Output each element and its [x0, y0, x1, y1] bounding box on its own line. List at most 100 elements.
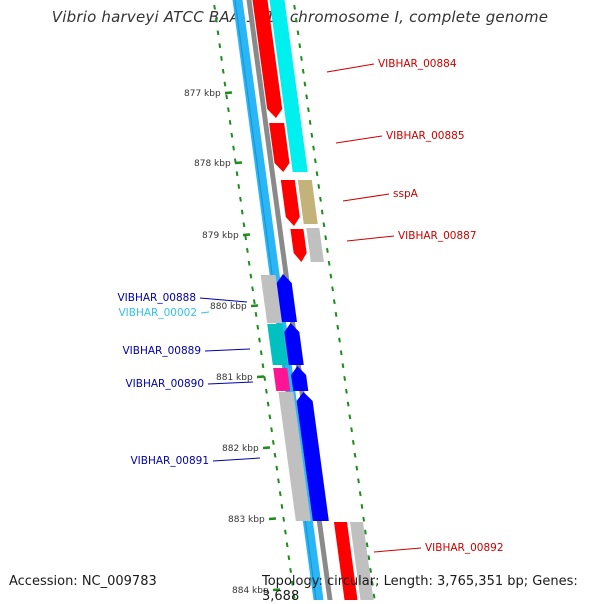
gene-label: VIBHAR_00889 [122, 345, 201, 357]
gene-label-leader [373, 547, 422, 553]
gene-cyan-block [269, 0, 308, 172]
kbp-tick-label: 880 kbp [210, 302, 247, 312]
gene-label-leader [199, 297, 248, 303]
gene-gray-block [306, 228, 324, 262]
outer-tick-ring [334, 312, 338, 317]
outer-tick-ring [341, 363, 345, 369]
outer-tick-ring [331, 286, 334, 292]
outer-tick-ring [294, 17, 298, 23]
inner-tick-ring [265, 388, 268, 394]
inner-tick-ring [290, 580, 294, 586]
inner-tick-ring [258, 337, 261, 343]
outer-tick-ring [351, 440, 355, 445]
inner-tick-ring [278, 491, 282, 497]
outer-tick-ring [365, 542, 369, 548]
outer-tick-ring [326, 248, 329, 253]
outer-tick-ring [301, 68, 305, 74]
outer-tick-ring [357, 478, 360, 484]
outer-tick-ring [310, 132, 314, 138]
inner-tick-ring [282, 516, 286, 522]
kbp-tick-label: 884 kbp [232, 586, 269, 596]
inner-tick-ring [261, 363, 265, 369]
kbp-tick-mark [250, 304, 259, 308]
kbp-tick-mark [256, 375, 265, 379]
inner-tick-ring [256, 324, 260, 330]
inner-tick-ring [259, 350, 263, 356]
gene-label: sspA [393, 188, 419, 200]
inner-tick-ring [228, 120, 232, 125]
outer-tick-ring [320, 209, 324, 215]
gene-label-leader [346, 235, 395, 242]
kbp-tick-mark [268, 517, 277, 521]
gene-label: VIBHAR_00891 [130, 455, 209, 467]
outer-tick-ring [345, 388, 348, 394]
inner-tick-ring [289, 568, 292, 573]
inner-tick-ring [218, 43, 222, 49]
outer-tick-ring [358, 491, 362, 497]
inner-tick-ring [230, 132, 234, 138]
kbp-tick-mark [224, 91, 233, 95]
inner-tick-ring [244, 235, 248, 241]
kbp-tick-mark [262, 446, 271, 450]
kbp-tick-mark [242, 233, 251, 237]
outer-tick-ring [312, 145, 315, 151]
inner-tick-ring [216, 30, 220, 36]
inner-tick-ring [280, 504, 284, 509]
inner-tick-ring [252, 299, 256, 305]
inner-tick-ring [247, 260, 251, 266]
kbp-tick-label: 877 kbp [184, 89, 221, 99]
kbp-tick-label: 879 kbp [202, 231, 239, 241]
gene-red-block [269, 123, 290, 172]
inner-tick-ring [246, 248, 249, 253]
gene-olive-block [297, 180, 318, 224]
inner-tick-ring [273, 452, 277, 458]
inner-tick-ring [232, 145, 235, 151]
kbp-tick-mark [272, 588, 281, 592]
outer-tick-ring [300, 56, 303, 61]
inner-tick-ring [285, 542, 289, 548]
inner-tick-ring [268, 414, 272, 420]
gene-label-leader [200, 311, 210, 314]
outer-tick-ring [313, 158, 317, 164]
outer-tick-ring [338, 337, 341, 343]
outer-tick-ring [350, 427, 353, 433]
gene-label: VIBHAR_00890 [125, 378, 204, 390]
gene-blue-block [296, 392, 329, 521]
inner-tick-ring [213, 4, 216, 10]
inner-tick-ring [270, 427, 273, 433]
gene-label: VIBHAR_00888 [117, 292, 196, 304]
inner-tick-ring [240, 209, 244, 215]
gene-label-leader [207, 381, 254, 385]
inner-tick-ring [227, 107, 230, 113]
outer-tick-ring [367, 555, 371, 561]
outer-tick-ring [324, 235, 328, 241]
outer-tick-ring [293, 4, 296, 10]
inner-tick-ring [287, 555, 291, 561]
gene-label-leader [326, 63, 375, 73]
kbp-tick-label: 881 kbp [216, 373, 253, 383]
outer-tick-ring [298, 43, 302, 49]
inner-tick-ring [275, 465, 279, 471]
outer-tick-ring [322, 222, 326, 228]
inner-tick-ring [263, 376, 267, 381]
outer-tick-ring [364, 529, 367, 535]
map-title: Vibrio harveyi ATCC BAA-1116 chromosome … [51, 8, 549, 26]
outer-tick-ring [317, 184, 321, 189]
gene-red-block [252, 0, 283, 118]
outer-tick-ring [329, 273, 333, 279]
outer-tick-ring [296, 30, 300, 36]
gene-gray-block [260, 275, 283, 323]
gene-red-block [290, 229, 307, 262]
gene-gray-block [278, 392, 311, 521]
outer-tick-ring [308, 120, 312, 125]
outer-tick-ring [305, 94, 309, 100]
accession-label: Accession: NC_009783 [9, 574, 157, 589]
gene-label-leader [335, 135, 383, 144]
gene-label: VIBHAR_00885 [386, 130, 465, 142]
gene-label: VIBHAR_00884 [378, 58, 457, 70]
gene-blue-block [284, 323, 304, 365]
inner-tick-ring [221, 68, 225, 74]
outer-tick-ring [362, 516, 366, 522]
outer-tick-ring [332, 299, 336, 305]
